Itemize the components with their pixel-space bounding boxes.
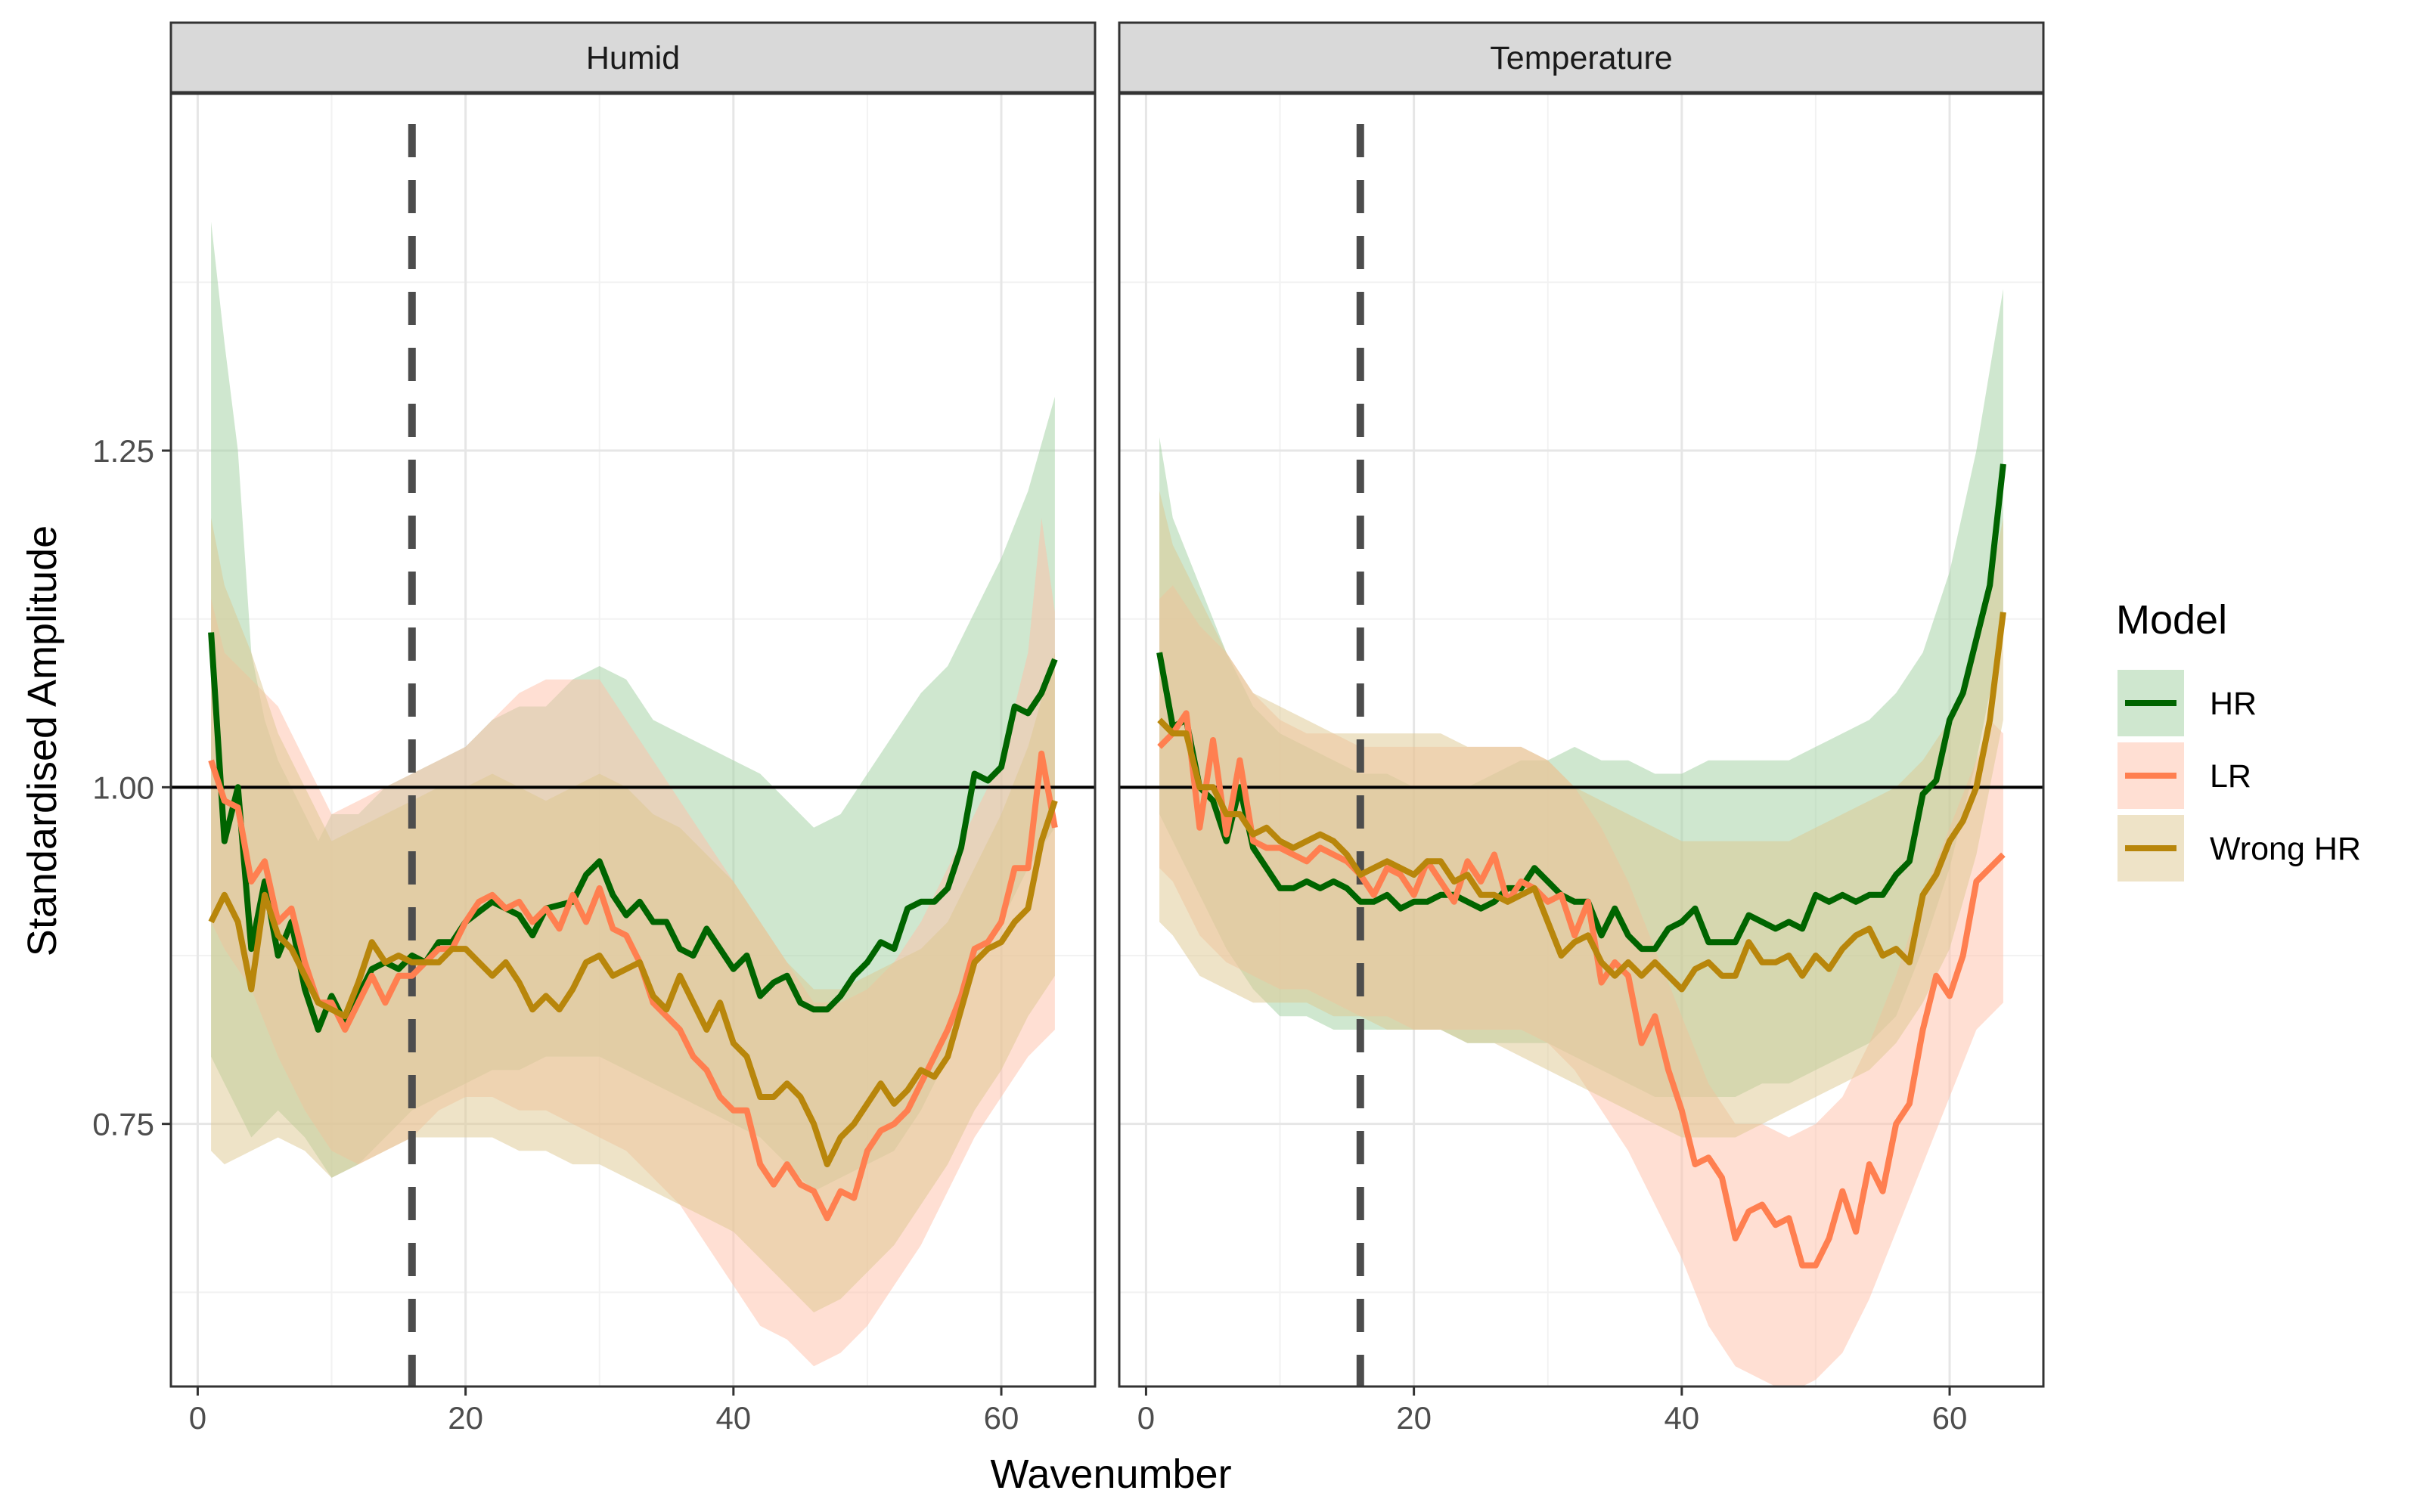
legend-keys: HR LR Wrong HR bbox=[2118, 670, 2361, 881]
series-line-wrong-hr bbox=[1157, 612, 2006, 993]
facet-strip-label: Temperature bbox=[1490, 40, 1672, 76]
facet-strip-label: Humid bbox=[586, 40, 680, 76]
ribbon-wrong-hr bbox=[1159, 491, 2003, 1138]
x-tick-label: 20 bbox=[448, 1400, 483, 1436]
panel-border bbox=[1118, 92, 2045, 1388]
legend-item-lr: LR bbox=[2118, 742, 2251, 809]
facet-strip bbox=[1118, 21, 2045, 94]
legend-label: HR bbox=[2210, 686, 2257, 722]
x-tick-label: 20 bbox=[1396, 1400, 1432, 1436]
x-tick-label: 0 bbox=[189, 1400, 206, 1436]
x-tick-label: 0 bbox=[1137, 1400, 1155, 1436]
panel-border bbox=[169, 92, 1097, 1388]
legend-title: Model bbox=[2116, 597, 2227, 643]
x-tick-label: 60 bbox=[984, 1400, 1019, 1436]
data-layer bbox=[171, 124, 1095, 1387]
panel-temperature: Temperature 0 20 40 60 bbox=[1118, 21, 2045, 1436]
data-layer bbox=[1119, 124, 2043, 1387]
y-tick-label: 1.25 bbox=[92, 433, 154, 469]
legend-item-wrong-hr: Wrong HR bbox=[2118, 815, 2361, 881]
panel-humid: Humid 0 20 40 60 0.75 1.00 1.25 bbox=[92, 21, 1097, 1436]
legend: Model HR LR Wrong HR bbox=[2116, 597, 2361, 881]
panels-layer: Humid 0 20 40 60 0.75 1.00 1.25 Temperature 0 20 40… bbox=[92, 21, 2045, 1436]
x-tick-label: 40 bbox=[715, 1400, 751, 1436]
series-line-lr bbox=[1157, 710, 2006, 1269]
series-line-wrong-hr bbox=[208, 799, 1058, 1168]
x-axis: 0 20 40 60 bbox=[1137, 1387, 1968, 1436]
x-tick-label: 40 bbox=[1664, 1400, 1699, 1436]
x-axis-title: Wavenumber bbox=[990, 1452, 1231, 1497]
x-tick-label: 60 bbox=[1932, 1400, 1968, 1436]
series-line-lr bbox=[208, 750, 1058, 1222]
legend-label: Wrong HR bbox=[2210, 831, 2361, 867]
facet-strip bbox=[169, 21, 1097, 94]
y-axis: 0.75 1.00 1.25 bbox=[92, 433, 171, 1142]
legend-label: LR bbox=[2210, 758, 2251, 795]
ribbon-wrong-hr bbox=[211, 518, 1055, 1312]
series-line-hr bbox=[1156, 463, 2006, 953]
legend-item-hr: HR bbox=[2118, 670, 2257, 736]
x-axis: 0 20 40 60 bbox=[189, 1387, 1019, 1436]
y-axis-title: Standardised Amplitude bbox=[20, 525, 65, 956]
y-tick-label: 1.00 bbox=[92, 770, 154, 805]
y-tick-label: 0.75 bbox=[92, 1107, 154, 1142]
